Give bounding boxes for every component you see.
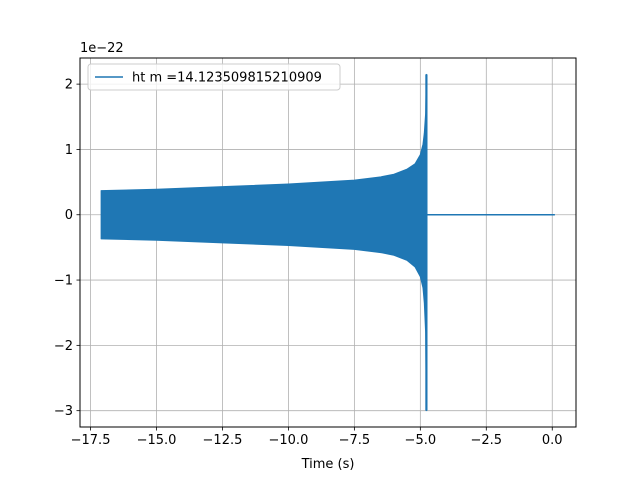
x-tick-label: −2.5: [471, 433, 503, 448]
legend-box: [87, 63, 341, 91]
x-tick-label: −17.5: [71, 433, 111, 448]
y-tick-label: 1: [65, 143, 73, 158]
x-tick-label: −10.0: [269, 433, 309, 448]
x-tick-label: −15.0: [137, 433, 177, 448]
y-axis: −3 −2 −1 0 1 2: [54, 78, 80, 419]
plot-area: [100, 73, 555, 412]
y-tick-label: −3: [54, 404, 73, 419]
x-tick-label: −12.5: [203, 433, 243, 448]
y-tick-label: −1: [54, 274, 73, 289]
legend: ht m =14.123509815210909: [87, 63, 341, 91]
x-tick-label: 0.0: [542, 433, 563, 448]
legend-label-ht: ht m =14.123509815210909: [132, 71, 322, 86]
y-tick-label: 0: [65, 208, 73, 223]
axes-frame: [79, 57, 577, 428]
y-offset-label: 1e−22: [80, 41, 124, 56]
x-tick-label: −5.0: [405, 433, 437, 448]
x-axis-label: Time (s): [301, 457, 355, 472]
y-tick-label: 2: [65, 78, 73, 93]
x-tick-label: −7.5: [339, 433, 371, 448]
x-axis: −17.5 −15.0 −12.5 −10.0 −7.5 −5.0 −2.5 0.0: [71, 427, 563, 448]
y-tick-label: −2: [54, 339, 73, 354]
